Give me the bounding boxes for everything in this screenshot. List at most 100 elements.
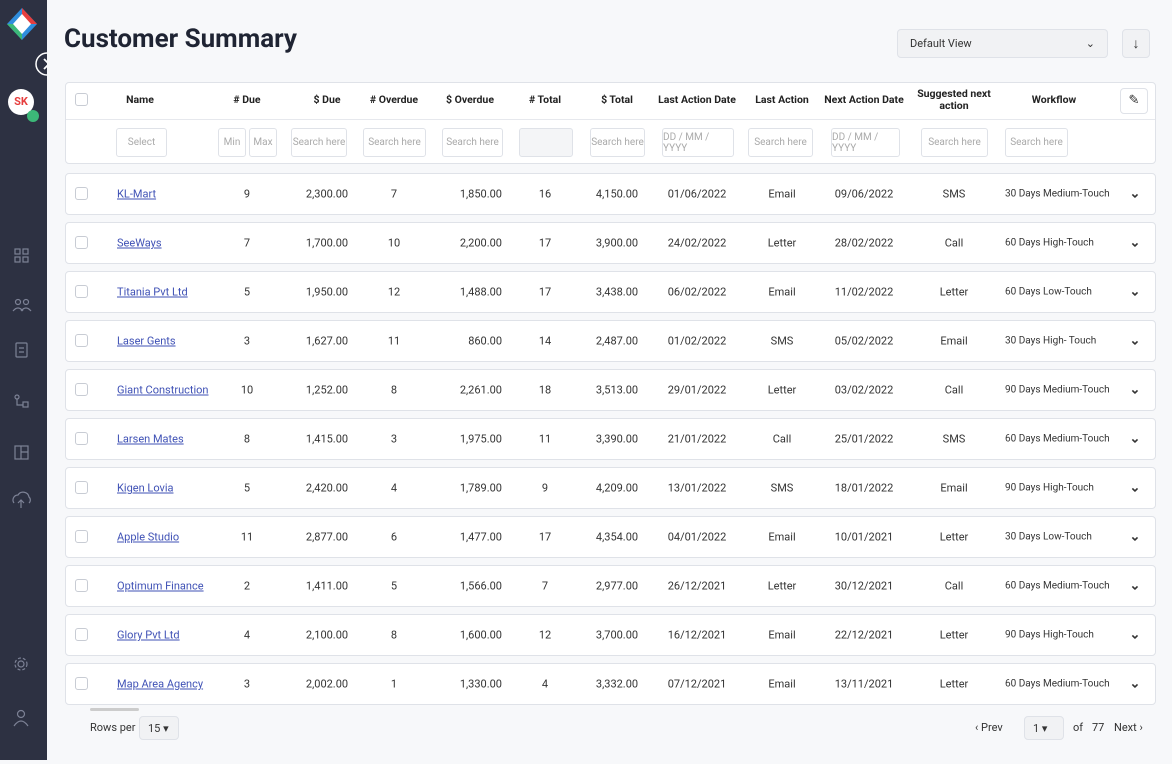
table-cell: 1,950.00 <box>305 285 349 299</box>
table-cell: SMS <box>770 334 794 348</box>
table-cell: 07/12/2021 <box>667 677 727 691</box>
filter-input[interactable]: Select <box>116 128 167 157</box>
customer-link[interactable]: Glory Pvt Ltd <box>117 628 180 642</box>
customer-link[interactable]: Giant Construction <box>117 383 209 397</box>
column-header[interactable]: Last Action <box>755 93 809 106</box>
filter-input[interactable]: Search here <box>1005 128 1068 157</box>
row-expand[interactable]: ⌄ <box>1129 284 1141 300</box>
row-checkbox[interactable] <box>75 187 88 200</box>
row-expand[interactable]: ⌄ <box>1129 529 1141 545</box>
customer-link[interactable]: Apple Studio <box>117 530 180 544</box>
column-header[interactable]: $ Total <box>601 93 633 106</box>
row-checkbox[interactable] <box>75 677 88 690</box>
table-row <box>65 369 1156 411</box>
table-cell: 9 <box>541 481 549 495</box>
table-cell: Letter <box>939 285 969 299</box>
next-button[interactable]: Next › <box>1114 721 1143 734</box>
page-select[interactable]: 1 ▾ <box>1024 716 1064 740</box>
row-checkbox[interactable] <box>75 432 88 445</box>
row-expand[interactable]: ⌄ <box>1129 431 1141 447</box>
filter-input[interactable]: DD / MM / YYYY <box>662 128 734 157</box>
table-cell: Email <box>768 285 796 299</box>
row-expand[interactable]: ⌄ <box>1129 333 1141 349</box>
view-select[interactable]: Default View ⌄ <box>897 29 1108 58</box>
table-cell: 17 <box>538 236 552 250</box>
customer-link[interactable]: Laser Gents <box>117 334 176 348</box>
table-cell: 30 Days Medium-Touch <box>1005 188 1110 200</box>
rows-per-page: 15 <box>148 721 161 735</box>
customer-link[interactable]: SeeWays <box>117 236 162 250</box>
row-expand[interactable]: ⌄ <box>1129 578 1141 594</box>
column-header[interactable]: # Due <box>233 93 261 106</box>
table-cell: 1,566.00 <box>459 579 502 593</box>
row-expand[interactable]: ⌄ <box>1129 480 1141 496</box>
table-cell: 01/02/2022 <box>667 334 727 348</box>
table-cell: 14 <box>538 334 552 348</box>
customer-link[interactable]: Map Area Agency <box>117 677 204 691</box>
row-checkbox[interactable] <box>75 236 88 249</box>
rows-per-page-select[interactable]: 15 ▾ <box>139 716 179 740</box>
row-expand[interactable]: ⌄ <box>1129 186 1141 202</box>
row-checkbox[interactable] <box>75 334 88 347</box>
filter-input[interactable]: Search here <box>442 128 503 157</box>
table-cell: 10 <box>240 383 254 397</box>
filter-input[interactable]: Search here <box>748 128 813 157</box>
column-header[interactable]: # Overdue <box>369 93 419 106</box>
table-cell: 3,332.00 <box>595 677 639 691</box>
download-button[interactable]: ↓ <box>1122 29 1150 58</box>
expand-button[interactable] <box>35 52 59 76</box>
row-checkbox[interactable] <box>75 579 88 592</box>
column-header[interactable]: $ Overdue <box>445 93 494 106</box>
edit-columns-button[interactable]: ✎ <box>1120 88 1148 114</box>
table-cell: 5 <box>243 285 251 299</box>
customer-link[interactable]: Titania Pvt Ltd <box>117 285 188 299</box>
avatar[interactable] <box>8 89 34 115</box>
row-checkbox[interactable] <box>75 285 88 298</box>
filter-input[interactable]: Search here <box>363 128 426 157</box>
filter-input[interactable]: Search here <box>291 128 347 157</box>
row-checkbox[interactable] <box>75 481 88 494</box>
row-expand[interactable]: ⌄ <box>1129 235 1141 251</box>
customer-link[interactable]: Kigen Lovia <box>117 481 174 495</box>
column-header[interactable]: Last Action Date <box>658 93 736 106</box>
table-cell: 30 Days Low-Touch <box>1005 531 1092 543</box>
table-cell: 16 <box>538 187 552 201</box>
table-cell: 1,330.00 <box>459 677 502 691</box>
row-expand[interactable]: ⌄ <box>1129 676 1141 692</box>
table-cell: 1,415.00 <box>305 432 349 446</box>
table-cell: 04/01/2022 <box>667 530 727 544</box>
row-checkbox[interactable] <box>75 530 88 543</box>
table-cell: 2,200.00 <box>459 236 502 250</box>
table-cell: 06/02/2022 <box>667 285 727 299</box>
row-checkbox[interactable] <box>75 383 88 396</box>
prev-button[interactable]: ‹ Prev <box>975 721 1003 734</box>
customer-link[interactable]: KL-Mart <box>117 187 157 201</box>
row-expand[interactable]: ⌄ <box>1129 627 1141 643</box>
table-cell: 2,977.00 <box>595 579 639 593</box>
table-cell: 1,789.00 <box>459 481 502 495</box>
column-header[interactable]: Suggested next action <box>917 87 991 112</box>
customer-link[interactable]: Optimum Finance <box>117 579 204 593</box>
row-expand[interactable]: ⌄ <box>1129 382 1141 398</box>
column-header[interactable]: # Total <box>528 93 562 106</box>
table-cell: 4,209.00 <box>595 481 639 495</box>
filter-input[interactable]: Search here <box>921 128 988 157</box>
table-cell: 05/02/2022 <box>834 334 894 348</box>
filter-input[interactable]: Min <box>218 128 246 157</box>
table-cell: 4 <box>541 677 549 691</box>
row-checkbox[interactable] <box>75 628 88 641</box>
column-header[interactable]: $ Due <box>313 93 341 106</box>
column-header[interactable]: Workflow <box>1031 93 1077 106</box>
table-cell: 4,354.00 <box>595 530 639 544</box>
filter-input[interactable]: DD / MM / YYYY <box>831 128 900 157</box>
filter-input[interactable]: Search here <box>590 128 645 157</box>
select-all-checkbox[interactable] <box>75 93 88 106</box>
filter-input[interactable] <box>519 128 573 157</box>
table-cell: 18/01/2022 <box>834 481 894 495</box>
table-cell: 9 <box>243 187 251 201</box>
customer-link[interactable]: Larsen Mates <box>117 432 184 446</box>
filter-input[interactable]: Max <box>249 128 277 157</box>
table-cell: 01/06/2022 <box>667 187 727 201</box>
column-header[interactable]: Next Action Date <box>824 93 904 106</box>
column-header[interactable]: Name <box>126 93 154 106</box>
